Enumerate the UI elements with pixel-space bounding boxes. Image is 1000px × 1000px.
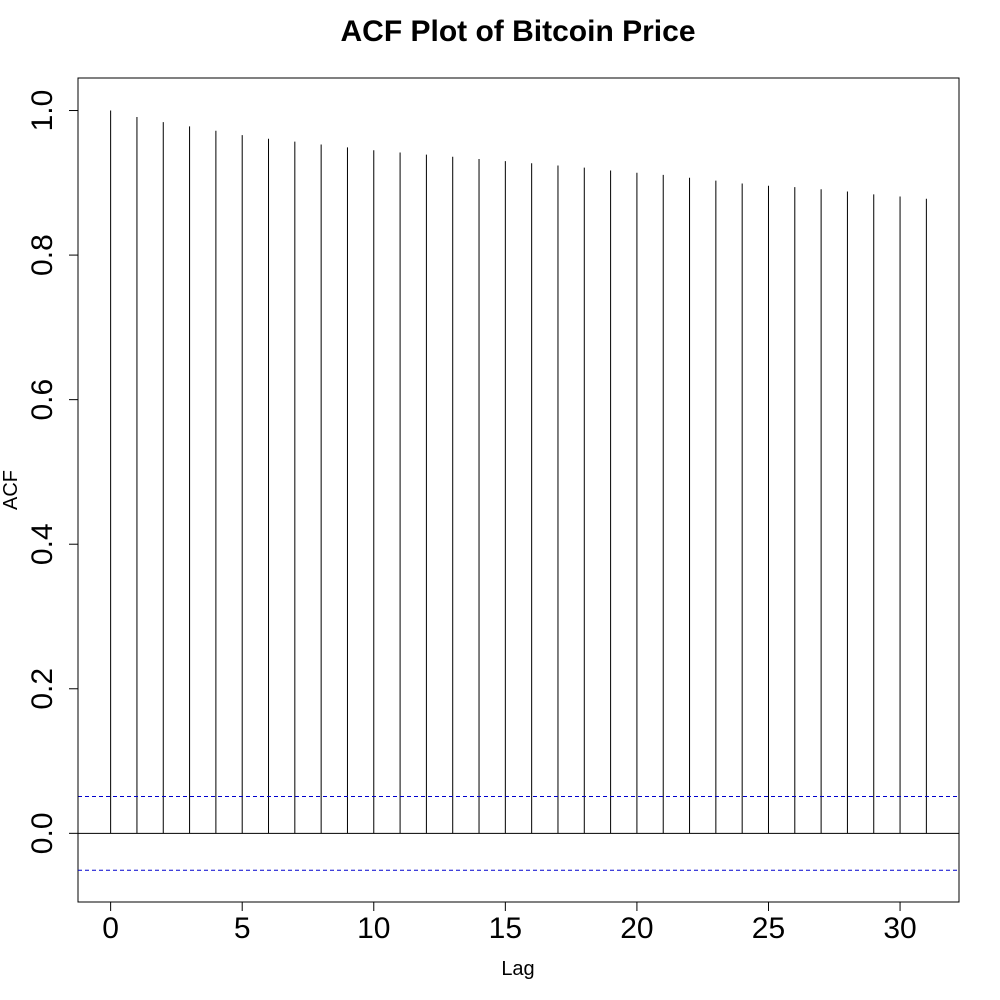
- x-axis-label: Lag: [501, 958, 534, 980]
- y-axis-label: ACF: [0, 470, 22, 510]
- y-tick-label-0.6: 0.6: [26, 379, 59, 421]
- chart-title: ACF Plot of Bitcoin Price: [340, 15, 695, 48]
- x-tick-label-20: 20: [620, 912, 653, 945]
- x-tick-label-0: 0: [102, 912, 119, 945]
- y-tick-label-0.8: 0.8: [26, 234, 59, 276]
- y-tick-label-1.0: 1.0: [26, 90, 59, 132]
- x-tick-label-25: 25: [752, 912, 785, 945]
- x-tick-label-10: 10: [357, 912, 390, 945]
- x-axis: 0 5 10 15 20 25 30: [102, 901, 917, 945]
- plot-frame: [77, 77, 960, 903]
- x-tick-label-30: 30: [883, 912, 916, 945]
- x-tick-label-5: 5: [234, 912, 251, 945]
- y-tick-label-0.0: 0.0: [26, 812, 59, 854]
- y-tick-label-0.4: 0.4: [26, 523, 59, 565]
- acf-bars: [110, 110, 927, 834]
- y-tick-label-0.2: 0.2: [26, 668, 59, 710]
- y-axis: 0.0 0.2 0.4 0.6 0.8 1.0: [26, 90, 79, 854]
- x-tick-label-15: 15: [489, 912, 522, 945]
